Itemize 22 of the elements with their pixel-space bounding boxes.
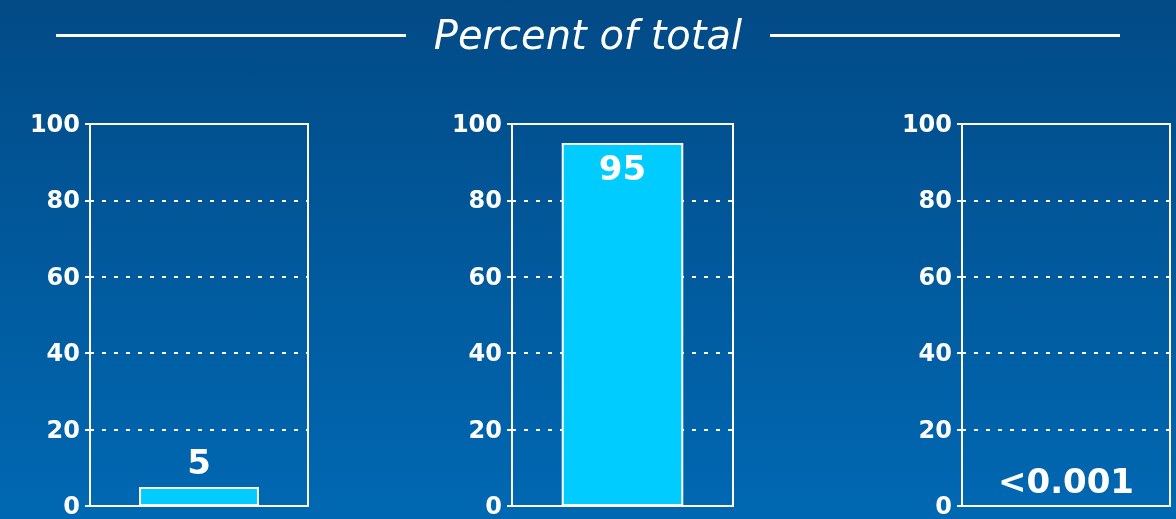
y-tick-label: 60 [918,262,952,291]
data-label: 95 [598,148,647,189]
y-tick-label: 40 [46,339,80,368]
chart-title: Percent of total [433,12,743,58]
y-tick-label: 80 [918,186,952,215]
y-tick-label: 20 [918,415,952,444]
y-tick-label: 100 [451,110,502,138]
data-label: <0.001 [997,461,1135,501]
y-tick-label: 60 [46,262,80,291]
y-tick-label: 80 [46,186,80,215]
y-tick-label: 100 [29,110,80,138]
y-tick-label: 0 [63,492,80,519]
y-tick-label: 20 [468,415,502,444]
y-tick-label: 100 [901,110,952,138]
y-tick-label: 20 [46,415,80,444]
y-tick-label: 80 [468,186,502,215]
data-label: 5 [187,441,211,482]
y-tick-label: 40 [918,339,952,368]
y-tick-label: 40 [468,339,502,368]
y-tick-label: 0 [485,492,502,519]
y-tick-label: 60 [468,262,502,291]
y-tick-label: 0 [935,492,952,519]
